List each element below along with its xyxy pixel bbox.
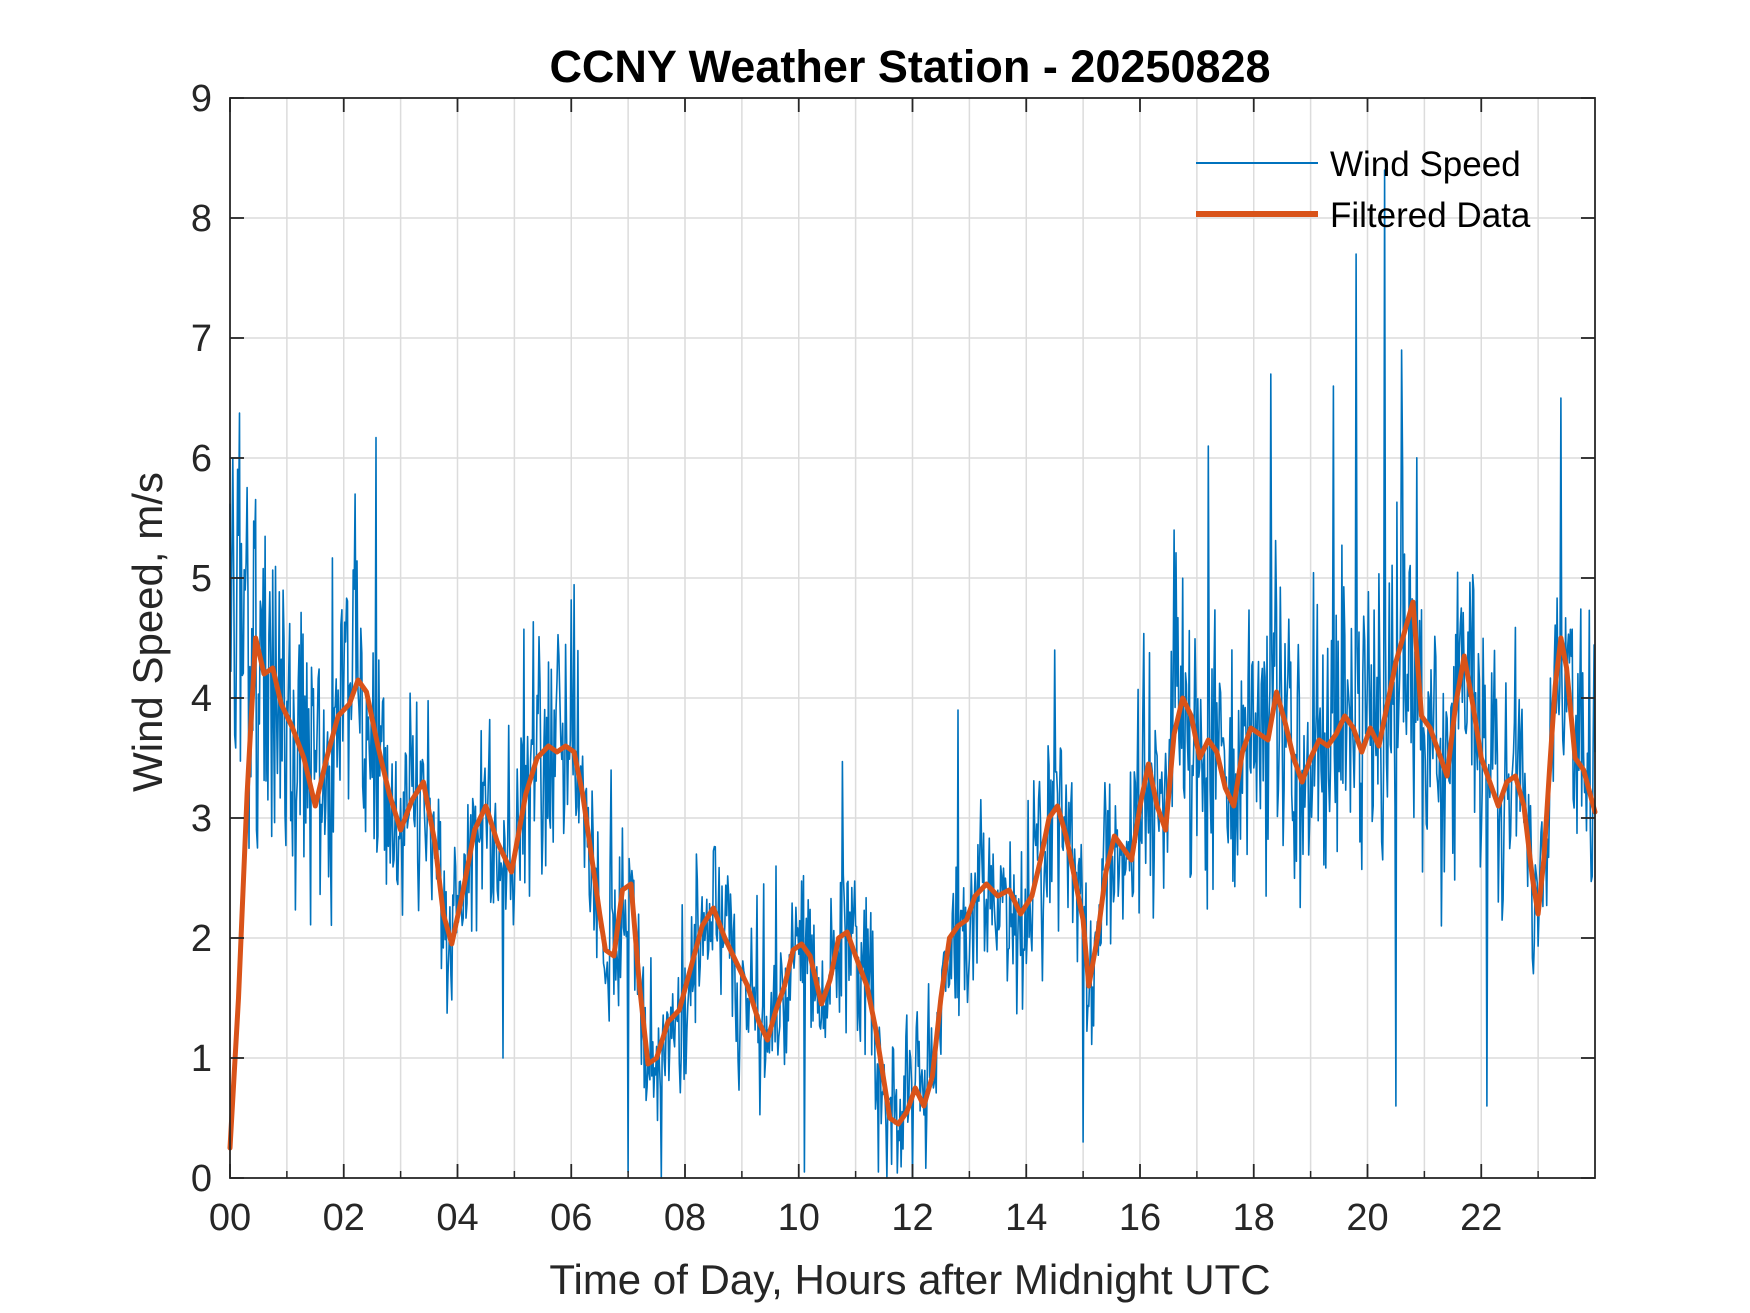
x-tick-label-11: 22 (1460, 1197, 1502, 1239)
filtered-series-layer (227, 599, 1598, 1151)
x-tick-label-9: 18 (1233, 1197, 1275, 1239)
x-tick-label-3: 06 (550, 1197, 592, 1239)
y-tick-label-3: 3 (191, 798, 212, 840)
axes-layer (229, 97, 1596, 1179)
x-tick-label-2: 04 (436, 1197, 478, 1239)
y-tick-label-1: 1 (191, 1038, 212, 1080)
y-tick-label-0: 0 (191, 1158, 212, 1200)
filtered-data-series-line (227, 599, 1598, 1151)
y-tick-label-6: 6 (191, 438, 212, 480)
y-tick-label-4: 4 (191, 678, 212, 720)
legend-wind-speed-label: Wind Speed (1330, 145, 1521, 184)
x-tick-label-5: 10 (778, 1197, 820, 1239)
y-tick-label-7: 7 (191, 318, 212, 360)
y-tick-label-8: 8 (191, 198, 212, 240)
x-tick-label-6: 12 (891, 1197, 933, 1239)
x-tick-label-10: 20 (1346, 1197, 1388, 1239)
x-tick-label-8: 16 (1119, 1197, 1161, 1239)
x-tick-label-0: 00 (209, 1197, 251, 1239)
y-tick-label-9: 9 (191, 78, 212, 120)
y-tick-label-5: 5 (191, 558, 212, 600)
y-tick-label-2: 2 (191, 918, 212, 960)
x-tick-label-1: 02 (323, 1197, 365, 1239)
legend: Wind Speed Filtered Data (1196, 145, 1531, 235)
y-axis-label: Wind Speed, m/s (124, 472, 171, 792)
chart-title: CCNY Weather Station - 20250828 (549, 41, 1270, 92)
legend-filtered-data-label: Filtered Data (1330, 196, 1531, 235)
grid-layer (230, 98, 1595, 1178)
x-axis-label: Time of Day, Hours after Midnight UTC (549, 1256, 1270, 1303)
x-tick-label-4: 08 (664, 1197, 706, 1239)
x-tick-label-7: 14 (1005, 1197, 1047, 1239)
